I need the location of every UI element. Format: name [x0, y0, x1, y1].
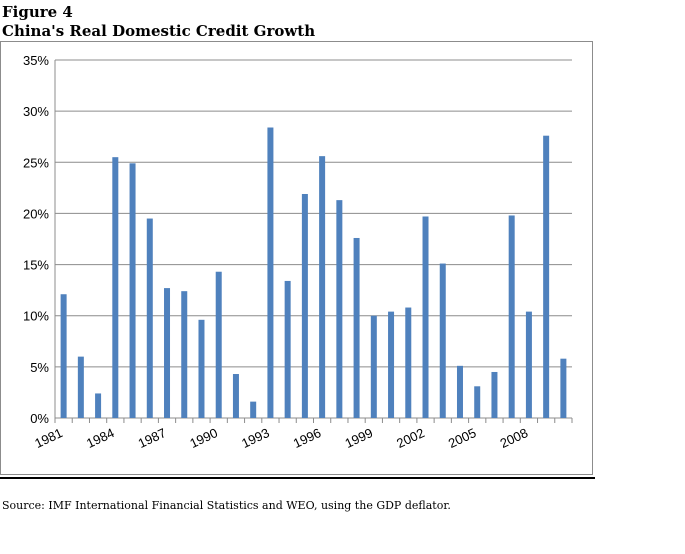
bottom-rule	[0, 477, 595, 479]
bar-1984	[112, 157, 119, 418]
x-tick-label: 1987	[136, 425, 169, 451]
bar-2000	[388, 311, 395, 418]
x-tick-label: 1999	[343, 425, 376, 451]
bar-2003	[439, 263, 446, 418]
x-axis: 1981 1984 1987 1990 1993 1996 1999 2002 2005 2008	[32, 418, 573, 451]
x-tick-label: 1993	[239, 425, 272, 451]
chart-title: China's Real Domestic Credit Growth	[2, 22, 316, 40]
bar-2005	[474, 386, 481, 418]
y-tick-label: 20%	[23, 206, 49, 221]
x-tick-label: 2008	[498, 425, 531, 451]
bar-1982	[77, 356, 84, 418]
bar-1988	[181, 291, 188, 418]
y-tick-label: 35%	[23, 53, 49, 68]
bar-2008	[525, 311, 532, 418]
bar-2006	[491, 371, 498, 418]
bar-2009	[543, 135, 550, 418]
bar-1981	[60, 294, 67, 418]
bar-2002	[422, 216, 429, 418]
bar-1992	[250, 401, 257, 418]
bar-1998	[353, 237, 360, 418]
bar-1991	[232, 374, 239, 418]
bar-1987	[164, 288, 171, 418]
bar-1999	[370, 315, 377, 418]
bar-1985	[129, 163, 136, 418]
y-axis: 0% 5% 10% 15% 20% 25% 30% 35%	[23, 53, 56, 426]
bar-1997	[336, 200, 343, 418]
bars	[60, 127, 567, 419]
x-tick-label: 2005	[446, 425, 479, 451]
x-tick-label: 2002	[394, 425, 427, 451]
bar-2001	[405, 307, 412, 418]
y-tick-label: 0%	[30, 411, 49, 426]
bar-1989	[198, 319, 205, 418]
y-tick-label: 10%	[23, 309, 49, 324]
bar-1990	[215, 271, 222, 418]
bar-1983	[95, 393, 102, 418]
x-tick-label: 1984	[84, 425, 117, 451]
bar-2004	[456, 365, 463, 418]
x-tick-label: 1990	[187, 425, 220, 451]
source-note: Source: IMF International Financial Stat…	[2, 499, 451, 512]
bar-1994	[284, 280, 291, 418]
figure-label: Figure 4	[2, 3, 73, 21]
bar-1993	[267, 127, 274, 418]
x-tick-label: 1981	[32, 425, 65, 451]
y-tick-label: 5%	[30, 360, 49, 375]
y-tick-label: 25%	[23, 155, 49, 170]
bar-chart: 0%5%10%15%20%25%30%35% 1981 1984 1987 1990 1…	[23, 53, 573, 451]
x-tick-label: 1996	[291, 425, 324, 451]
bar-1996	[319, 156, 326, 419]
bar-1986	[146, 218, 153, 418]
y-tick-label: 15%	[23, 258, 49, 273]
bar-2007	[508, 215, 515, 418]
bar-1995	[301, 193, 308, 418]
bar-2010	[560, 358, 567, 418]
y-tick-label: 30%	[23, 104, 49, 119]
